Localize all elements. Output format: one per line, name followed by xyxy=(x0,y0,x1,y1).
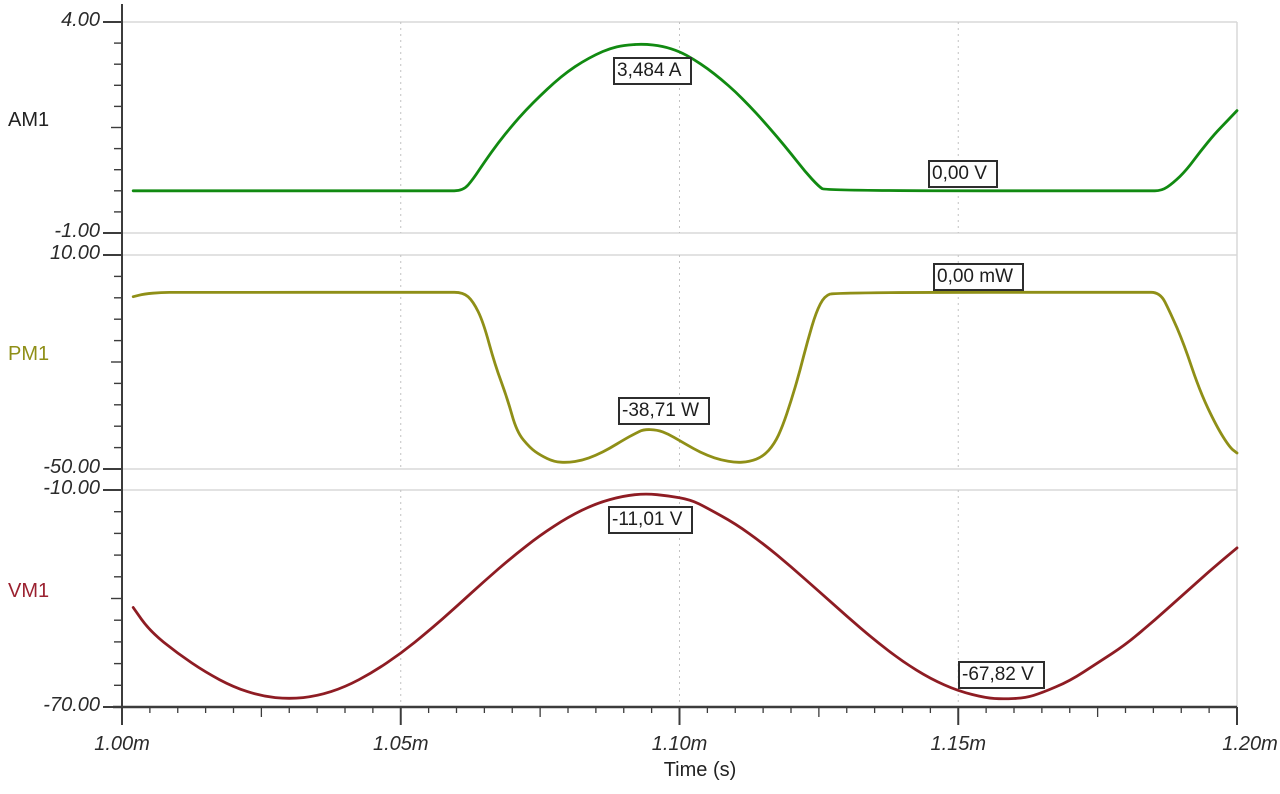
value-label-am1-zero: 0,00 V xyxy=(928,160,998,188)
y-axis-min-label-vm1: -70.00 xyxy=(43,694,100,716)
meter-label-am1: AM1 xyxy=(8,108,50,131)
y-axis-max-label-pm1: 10.00 xyxy=(49,242,100,264)
meter-label-pm1: PM1 xyxy=(8,343,50,365)
value-label-am1-peak: 3,484 A xyxy=(613,57,693,85)
x-axis-title: Time (s) xyxy=(663,759,737,781)
value-label-vm1-trough: -67,82 V xyxy=(958,661,1045,689)
x-tick-label-1-15m: 1.15m xyxy=(930,733,987,755)
x-tick-label-1-05m: 1.05m xyxy=(372,733,429,755)
curve-am1 xyxy=(131,42,1239,193)
value-label-pm1-hump: -38,71 W xyxy=(618,397,711,425)
x-tick-label-1-10m: 1.10m xyxy=(651,733,708,755)
meter-label-vm1: VM1 xyxy=(8,579,50,602)
y-axis-max-label-am1: 4.00 xyxy=(61,9,100,31)
y-axis-max-label-vm1: -10.00 xyxy=(43,477,100,499)
value-label-pm1-zero: 0,00 mW xyxy=(933,263,1025,291)
value-label-vm1-peak: -11,01 V xyxy=(608,506,694,534)
curve-vm1 xyxy=(131,492,1239,701)
x-tick-label-1-00m: 1.00m xyxy=(94,733,150,755)
curve-pm1 xyxy=(131,290,1239,464)
y-axis-min-label-pm1: -50.00 xyxy=(43,456,100,478)
y-axis-min-label-am1: -1.00 xyxy=(54,220,100,242)
x-tick-label-1-20m: 1.20m xyxy=(1222,733,1278,755)
